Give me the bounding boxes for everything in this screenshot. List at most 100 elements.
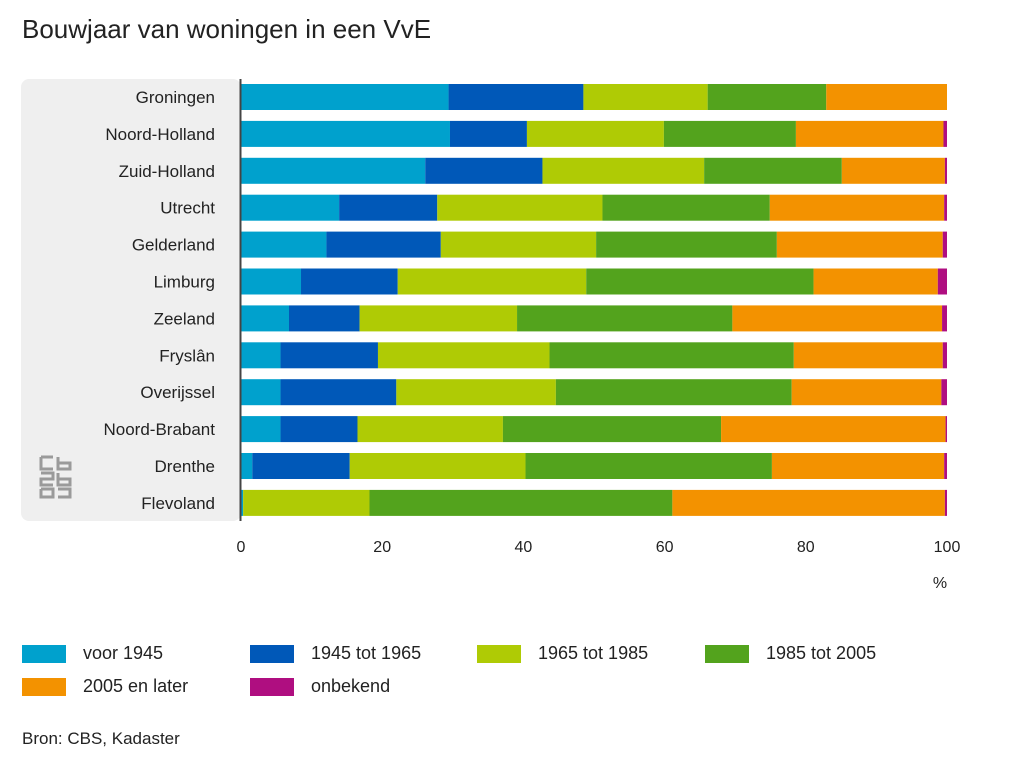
bar-noord-brabant-1945-tot-1965 bbox=[280, 416, 358, 443]
category-label-zuid-holland: Zuid-Holland bbox=[119, 162, 215, 181]
category-label-noord-brabant: Noord-Brabant bbox=[103, 420, 215, 439]
bar-frysl-n-1985-tot-2005 bbox=[549, 342, 794, 369]
bar-drenthe-voor-1945 bbox=[241, 453, 253, 479]
bar-noord-holland-1945-tot-1965 bbox=[449, 120, 527, 147]
bar-overijssel-1945-tot-1965 bbox=[280, 379, 397, 406]
bar-gelderland-onbekend bbox=[942, 231, 947, 258]
legend-label: 1945 tot 1965 bbox=[311, 643, 422, 663]
bar-drenthe-onbekend bbox=[944, 453, 947, 479]
legend-label: 2005 en later bbox=[83, 676, 189, 696]
legend-item-1945-tot-1965: 1945 tot 1965 bbox=[250, 643, 421, 664]
category-label-utrecht: Utrecht bbox=[160, 199, 215, 218]
bar-gelderland-voor-1945 bbox=[241, 231, 327, 258]
chart-plot: Groningen Noord-Holland Zuid-Holland Utrech… bbox=[21, 79, 961, 592]
bar-groningen-1985-tot-2005 bbox=[707, 84, 827, 110]
bar-utrecht-1965-tot-1985 bbox=[437, 194, 603, 221]
category-label-zeeland: Zeeland bbox=[154, 309, 215, 328]
legend-swatch bbox=[22, 677, 66, 696]
x-tick-label: 0 bbox=[237, 539, 246, 556]
bar-frysl-n-2005-en-later bbox=[793, 342, 943, 369]
legend-item-1965-tot-1985: 1965 tot 1985 bbox=[477, 643, 648, 664]
bar-flevoland-1985-tot-2005 bbox=[369, 489, 673, 516]
category-label-noord-holland: Noord-Holland bbox=[105, 125, 215, 144]
bar-noord-brabant-1965-tot-1985 bbox=[357, 416, 503, 443]
bar-groningen-1965-tot-1985 bbox=[583, 84, 708, 110]
bar-flevoland-voor-1945 bbox=[241, 489, 244, 516]
bar-groningen-1945-tot-1965 bbox=[448, 84, 584, 110]
x-tick-label: 20 bbox=[373, 539, 391, 556]
bar-limburg-1945-tot-1965 bbox=[301, 268, 398, 295]
bar-limburg-onbekend bbox=[937, 268, 947, 295]
legend-swatch bbox=[477, 644, 521, 663]
cbs-logo-icon bbox=[39, 455, 73, 499]
legend-label: onbekend bbox=[311, 676, 391, 696]
bar-noord-holland-1985-tot-2005 bbox=[663, 120, 796, 147]
category-label-limburg: Limburg bbox=[154, 273, 215, 292]
bar-noord-holland-2005-en-later bbox=[795, 120, 944, 147]
bar-limburg-1985-tot-2005 bbox=[586, 268, 814, 295]
legend-item-2005-en-later: 2005 en later bbox=[22, 676, 188, 697]
category-label-drenthe: Drenthe bbox=[155, 457, 215, 476]
source-note: Bron: CBS, Kadaster bbox=[22, 729, 180, 748]
bar-zuid-holland-1965-tot-1985 bbox=[542, 157, 705, 184]
bar-flevoland-1965-tot-1985 bbox=[243, 489, 370, 516]
bar-zuid-holland-voor-1945 bbox=[241, 157, 426, 184]
bar-gelderland-2005-en-later bbox=[776, 231, 943, 258]
bar-drenthe-2005-en-later bbox=[771, 453, 945, 479]
bar-gelderland-1945-tot-1965 bbox=[326, 231, 441, 258]
bar-frysl-n-onbekend bbox=[942, 342, 947, 369]
bar-utrecht-1985-tot-2005 bbox=[602, 194, 770, 221]
bar-groningen-voor-1945 bbox=[241, 84, 449, 110]
bar-overijssel-voor-1945 bbox=[241, 379, 281, 406]
bar-utrecht-voor-1945 bbox=[241, 194, 340, 221]
bar-zeeland-voor-1945 bbox=[241, 305, 290, 332]
bar-noord-brabant-voor-1945 bbox=[241, 416, 281, 443]
x-tick-label: 60 bbox=[656, 539, 674, 556]
bar-drenthe-1965-tot-1985 bbox=[349, 453, 526, 479]
x-axis-ticks: 0 20 40 60 80 100 bbox=[237, 539, 961, 556]
x-tick-label: 100 bbox=[934, 539, 961, 556]
bar-zeeland-1945-tot-1965 bbox=[289, 305, 360, 332]
bar-noord-holland-voor-1945 bbox=[241, 120, 450, 147]
legend-swatch bbox=[250, 677, 294, 696]
bar-overijssel-1965-tot-1985 bbox=[396, 379, 556, 406]
bar-zeeland-onbekend bbox=[942, 305, 947, 332]
bar-gelderland-1985-tot-2005 bbox=[596, 231, 777, 258]
category-label-groningen: Groningen bbox=[136, 88, 215, 107]
bar-flevoland-2005-en-later bbox=[672, 489, 945, 516]
bar-noord-holland-onbekend bbox=[943, 120, 947, 147]
bar-noord-brabant-1985-tot-2005 bbox=[502, 416, 722, 443]
category-labels: Groningen Noord-Holland Zuid-Holland Utrech… bbox=[103, 88, 215, 513]
category-panel-background bbox=[21, 79, 241, 521]
category-label-gelderland: Gelderland bbox=[132, 236, 215, 255]
legend-label: 1985 tot 2005 bbox=[766, 643, 877, 663]
bar-drenthe-1945-tot-1965 bbox=[252, 453, 350, 479]
bar-frysl-n-voor-1945 bbox=[241, 342, 281, 369]
legend-label: 1965 tot 1985 bbox=[538, 643, 649, 663]
legend-item-voor-1945: voor 1945 bbox=[22, 643, 163, 664]
legend-label: voor 1945 bbox=[83, 643, 164, 663]
bar-flevoland-onbekend bbox=[944, 489, 947, 516]
bar-limburg-2005-en-later bbox=[813, 268, 938, 295]
category-label-flevoland: Flevoland bbox=[141, 494, 215, 513]
x-tick-label: 40 bbox=[515, 539, 533, 556]
legend-swatch bbox=[22, 644, 66, 663]
chart-title: Bouwjaar van woningen in een VvE bbox=[22, 14, 432, 44]
bar-noord-brabant-2005-en-later bbox=[721, 416, 946, 443]
bar-noord-brabant-onbekend bbox=[945, 416, 947, 443]
bar-zeeland-2005-en-later bbox=[732, 305, 943, 332]
category-label-frysl-n: Fryslân bbox=[159, 346, 215, 365]
bar-overijssel-1985-tot-2005 bbox=[555, 379, 792, 406]
bar-frysl-n-1965-tot-1985 bbox=[377, 342, 550, 369]
bar-utrecht-onbekend bbox=[944, 194, 947, 221]
bar-zuid-holland-1945-tot-1965 bbox=[425, 157, 543, 184]
category-label-overijssel: Overijssel bbox=[140, 383, 215, 402]
bar-zuid-holland-1985-tot-2005 bbox=[704, 157, 842, 184]
bar-zeeland-1965-tot-1985 bbox=[359, 305, 518, 332]
bar-limburg-1965-tot-1985 bbox=[397, 268, 587, 295]
legend-item-1985-tot-2005: 1985 tot 2005 bbox=[705, 643, 876, 664]
bar-utrecht-2005-en-later bbox=[769, 194, 945, 221]
bar-overijssel-2005-en-later bbox=[791, 379, 942, 406]
x-axis-label: % bbox=[933, 575, 947, 592]
bar-drenthe-1985-tot-2005 bbox=[525, 453, 772, 479]
